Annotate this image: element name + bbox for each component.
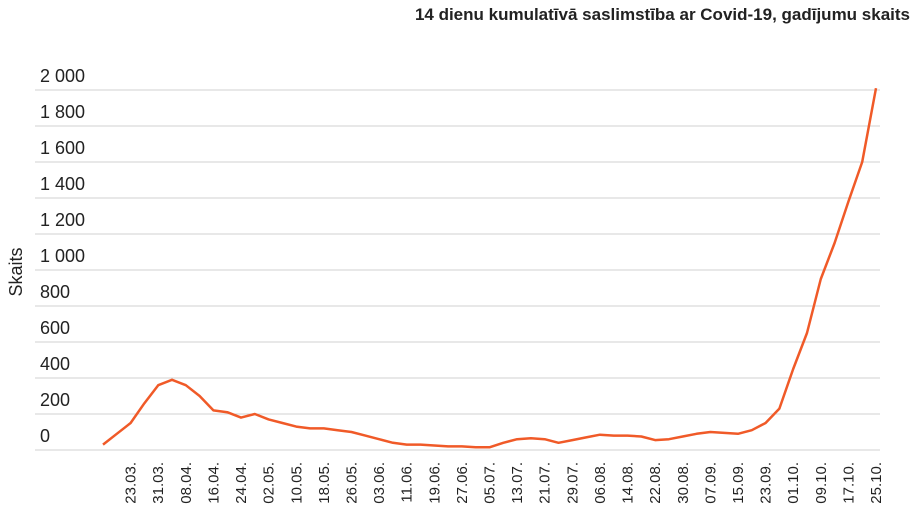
- line-series: [102, 87, 878, 449]
- x-tick-label: 25.10.: [868, 462, 885, 504]
- y-tick-label: 1 600: [40, 138, 85, 158]
- x-tick-label: 18.05.: [316, 462, 333, 504]
- x-tick-label: 26.05.: [343, 462, 360, 504]
- y-tick-label: 400: [40, 354, 70, 374]
- x-tick-label: 10.05.: [288, 462, 305, 504]
- x-tick-label: 22.08.: [647, 462, 664, 504]
- x-tick-label: 17.10.: [840, 462, 857, 504]
- x-tick-label: 14.08.: [620, 462, 637, 504]
- x-tick-label: 23.09.: [758, 462, 775, 504]
- x-tick-label: 23.03.: [123, 462, 140, 504]
- x-tick-label: 30.08.: [675, 462, 692, 504]
- y-tick-label: 1 800: [40, 102, 85, 122]
- y-tick-label: 800: [40, 282, 70, 302]
- x-tick-label: 01.10.: [785, 462, 802, 504]
- x-tick-label: 15.09.: [730, 462, 747, 504]
- chart-title: 14 dienu kumulatīvā saslimstība ar Covid…: [415, 5, 910, 24]
- x-tick-label: 16.04.: [205, 462, 222, 504]
- x-tick-label: 05.07.: [482, 462, 499, 504]
- x-tick-label: 07.09.: [702, 462, 719, 504]
- x-tick-label: 31.03.: [150, 462, 167, 504]
- x-tick-label: 09.10.: [813, 462, 830, 504]
- y-tick-label: 200: [40, 390, 70, 410]
- x-tick-label: 29.07.: [564, 462, 581, 504]
- x-tick-label: 21.07.: [537, 462, 554, 504]
- y-tick-label: 1 200: [40, 210, 85, 230]
- y-tick-label: 1 400: [40, 174, 85, 194]
- y-tick-label: 0: [40, 426, 50, 446]
- x-tick-label: 08.04.: [178, 462, 195, 504]
- x-tick-label: 24.04.: [233, 462, 250, 504]
- y-tick-label: 1 000: [40, 246, 85, 266]
- x-tick-label: 13.07.: [509, 462, 526, 504]
- x-tick-label: 03.06.: [371, 462, 388, 504]
- x-tick-label: 19.06.: [426, 462, 443, 504]
- y-axis-label: Skaits: [6, 247, 26, 296]
- y-tick-label: 600: [40, 318, 70, 338]
- x-tick-label: 06.08.: [592, 462, 609, 504]
- x-tick-label: 02.05.: [261, 462, 278, 504]
- x-tick-label: 27.06.: [454, 462, 471, 504]
- x-tick-label: 11.06.: [399, 462, 416, 503]
- y-tick-label: 2 000: [40, 66, 85, 86]
